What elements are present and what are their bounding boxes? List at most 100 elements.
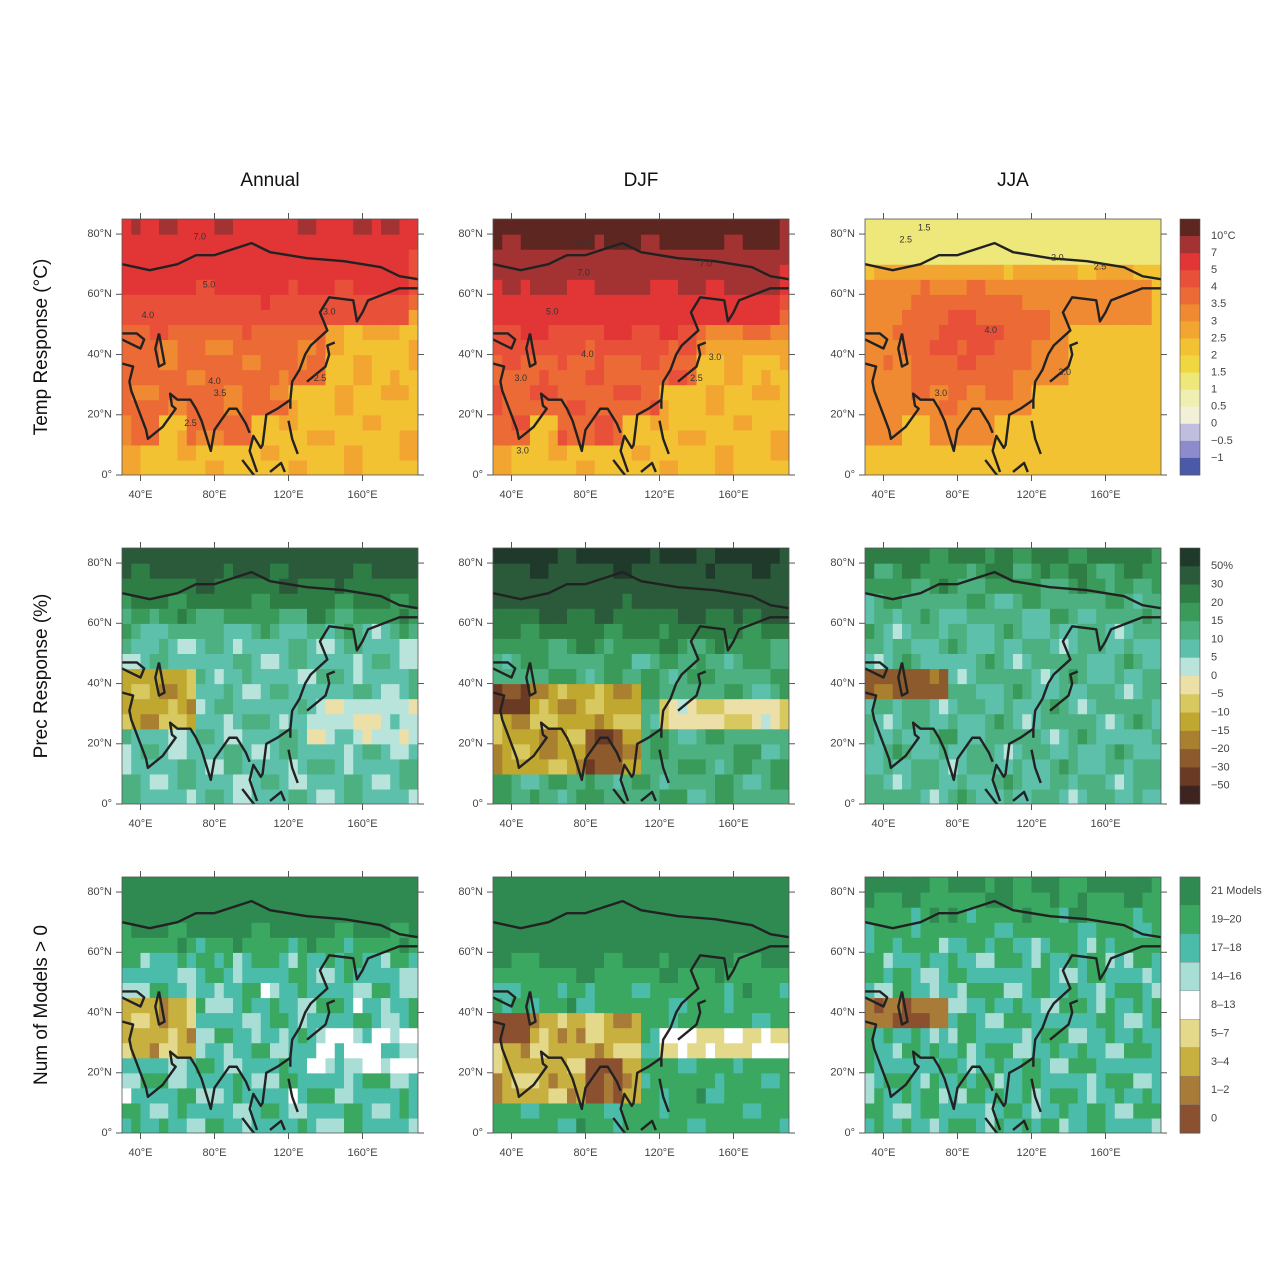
field-cell [985, 699, 995, 715]
field-cell [752, 1103, 762, 1119]
field-cell [678, 445, 688, 461]
field-cell [604, 279, 614, 295]
field-cell [344, 533, 354, 549]
field-cell [316, 877, 326, 893]
field-cell [734, 430, 744, 446]
field-cell [650, 415, 660, 431]
field-cell [409, 533, 419, 549]
field-cell [316, 774, 326, 790]
field-cell [567, 1043, 577, 1059]
field-cell [715, 862, 725, 878]
field-cell [521, 638, 531, 654]
field-cell [1152, 789, 1162, 805]
field-cell [390, 533, 400, 549]
field-cell [752, 400, 762, 416]
field-cell [595, 774, 605, 790]
field-cell [261, 593, 271, 609]
field-cell [381, 430, 391, 446]
field-cell [409, 759, 419, 775]
field-cell [549, 339, 559, 355]
field-cell [168, 1088, 178, 1104]
field-cell [930, 714, 940, 730]
field-cell [159, 862, 169, 878]
field-cell [316, 759, 326, 775]
field-cell [1013, 339, 1023, 355]
field-cell [521, 234, 531, 250]
field-cell [261, 653, 271, 669]
field-cell [196, 892, 206, 908]
field-cell [613, 1028, 623, 1044]
field-cell [279, 1043, 289, 1059]
field-cell [761, 460, 771, 476]
field-cell [567, 952, 577, 968]
field-cell [948, 249, 958, 265]
field-cell [911, 204, 921, 220]
field-cell [1013, 294, 1023, 310]
field-cell [604, 982, 614, 998]
field-cell [549, 548, 559, 564]
field-cell [215, 623, 225, 639]
field-cell [233, 548, 243, 564]
field-cell [1032, 548, 1042, 564]
field-cell [939, 249, 949, 265]
field-cell [530, 638, 540, 654]
field-cell [1078, 729, 1088, 745]
field-cell [761, 982, 771, 998]
field-cell [734, 1103, 744, 1119]
field-cell [985, 249, 995, 265]
field-cell [400, 862, 410, 878]
field-cell [613, 294, 623, 310]
field-cell [1115, 385, 1125, 401]
field-cell [270, 982, 280, 998]
field-cell [131, 744, 141, 760]
field-cell [400, 370, 410, 386]
field-cell [1041, 759, 1051, 775]
field-cell [724, 1058, 734, 1074]
colorbar-box [1180, 658, 1200, 677]
field-cell [521, 204, 531, 220]
field-cell [205, 967, 215, 983]
field-cell [205, 623, 215, 639]
field-cell [893, 294, 903, 310]
field-cell [168, 1013, 178, 1029]
field-cell [261, 714, 271, 730]
field-cell [353, 937, 363, 953]
field-cell [335, 204, 345, 220]
field-cell [224, 460, 234, 476]
field-cell [902, 294, 912, 310]
field-cell [771, 937, 781, 953]
field-cell [344, 339, 354, 355]
field-cell [187, 370, 197, 386]
field-cell [215, 684, 225, 700]
field-cell [1032, 204, 1042, 220]
field-cell [512, 699, 522, 715]
field-cell [409, 309, 419, 325]
contour-label: 2.5 [314, 373, 327, 383]
field-cell [558, 1088, 568, 1104]
field-cell [502, 563, 512, 579]
field-cell [252, 1013, 262, 1029]
field-cell [1032, 294, 1042, 310]
field-cell [400, 385, 410, 401]
field-cell [390, 1028, 400, 1044]
field-cell [743, 982, 753, 998]
field-cell [1124, 578, 1134, 594]
field-cell [307, 774, 317, 790]
colorbar-box [1180, 731, 1200, 750]
field-cell [650, 294, 660, 310]
field-cell [159, 774, 169, 790]
field-cell [252, 355, 262, 371]
field-cell [874, 759, 884, 775]
field-cell [1096, 699, 1106, 715]
field-cell [530, 460, 540, 476]
field-cell [335, 400, 345, 416]
field-cell [493, 460, 503, 476]
colorbar-label: −5 [1211, 688, 1224, 700]
field-cell [1096, 400, 1106, 416]
field-cell [715, 684, 725, 700]
field-cell [252, 982, 262, 998]
field-cell [632, 653, 642, 669]
field-cell [623, 997, 633, 1013]
field-cell [549, 1118, 559, 1134]
field-cell [168, 279, 178, 295]
